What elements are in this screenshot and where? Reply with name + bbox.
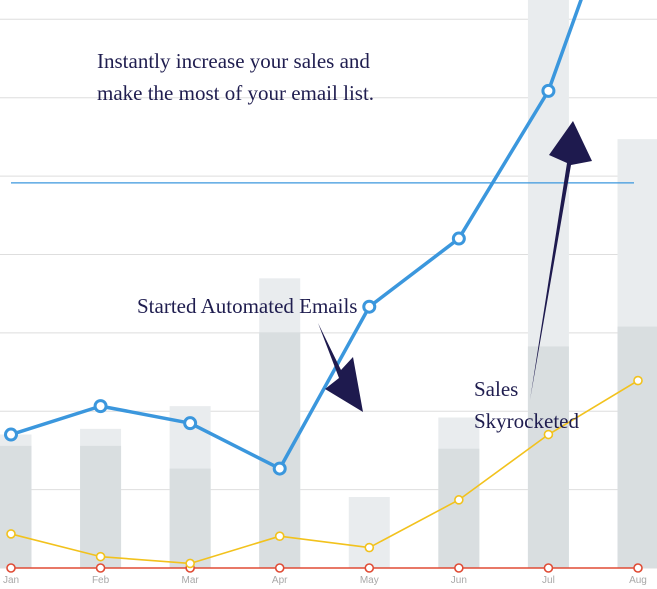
bar-front (0, 445, 32, 568)
x-tick-label: Aug (629, 575, 647, 586)
annotation-arrow-skyrocketed (530, 121, 592, 400)
series-lines (10, 0, 639, 569)
series-point (274, 531, 285, 541)
x-tick-label: Apr (272, 575, 288, 586)
series-point (4, 427, 18, 442)
series-point (6, 563, 16, 573)
bars (0, 0, 657, 568)
series-line (10, 379, 639, 565)
series-point (95, 551, 106, 562)
bar-front (259, 332, 301, 568)
series-point (364, 563, 375, 573)
x-tick-label: Feb (92, 575, 110, 586)
series-point (633, 563, 643, 573)
series-point (185, 558, 195, 569)
x-tick-label: Jun (451, 575, 467, 586)
x-tick-label: Jan (3, 575, 19, 586)
series-markers (4, 83, 643, 573)
series-point (543, 563, 554, 573)
x-tick-label: May (360, 575, 379, 586)
series-point (454, 495, 464, 505)
series-point (6, 529, 16, 539)
x-axis-ticks: Jan Feb Mar Apr May Jun Jul Aug (3, 575, 647, 586)
series-point (451, 231, 466, 246)
series-point (541, 83, 556, 98)
x-tick-label: Mar (182, 575, 200, 586)
series-point (364, 542, 375, 553)
bar-front (527, 346, 569, 568)
annotation-skyrocketed: Skyrocketed (474, 409, 579, 433)
series-point (274, 563, 285, 573)
annotation-sales: Sales (474, 377, 518, 401)
bar-front (617, 326, 657, 568)
series-line (10, 0, 583, 471)
bar-front (169, 468, 211, 568)
series-point (543, 429, 554, 440)
annotation-intro-line2: make the most of your email list. (97, 81, 374, 105)
series-point (93, 399, 108, 414)
annotation-intro-line1: Instantly increase your sales and (97, 49, 370, 73)
bar-front (80, 445, 122, 568)
x-tick-label: Jul (542, 575, 555, 586)
annotation-arrow-started (318, 323, 363, 412)
series-point (633, 375, 643, 386)
annotation-started-emails: Started Automated Emails (137, 294, 357, 318)
series-point (362, 299, 377, 314)
series-point (95, 563, 106, 573)
bar-front (438, 448, 480, 568)
series-point (272, 461, 287, 476)
bar-back (348, 497, 390, 568)
series-point (454, 563, 464, 573)
series-point (183, 416, 198, 431)
